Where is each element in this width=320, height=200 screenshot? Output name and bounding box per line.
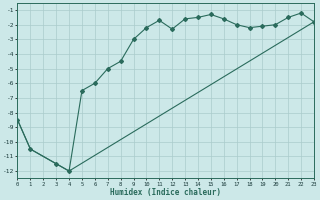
X-axis label: Humidex (Indice chaleur): Humidex (Indice chaleur) <box>110 188 221 197</box>
